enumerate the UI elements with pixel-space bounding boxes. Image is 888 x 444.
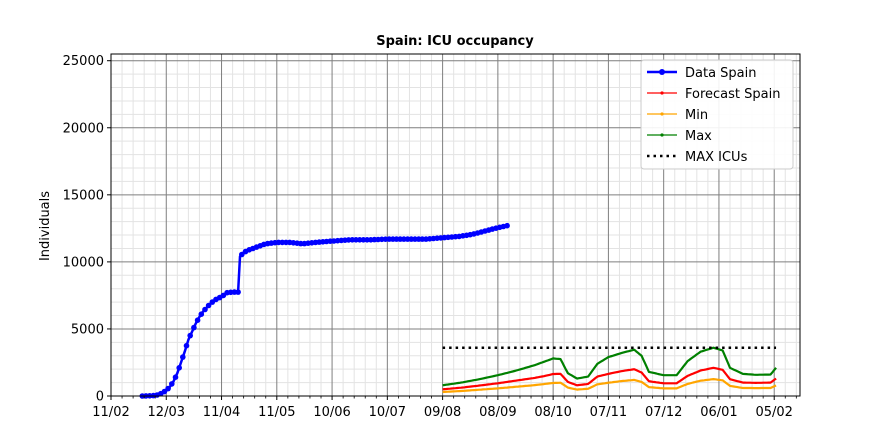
legend-label: Max <box>685 129 712 144</box>
x-tick-label: 12/03 <box>148 405 185 420</box>
series-layer <box>139 222 777 399</box>
data-point <box>187 332 193 339</box>
x-tick-label: 09/08 <box>424 405 461 420</box>
y-tick-label: 20000 <box>63 121 104 136</box>
data-point <box>165 385 171 392</box>
legend-marker <box>659 69 665 75</box>
legend-label: Min <box>685 108 708 123</box>
legend-item: Data Spain <box>647 66 757 81</box>
x-tick-label: 07/11 <box>590 405 627 420</box>
x-tick-label: 06/01 <box>700 405 737 420</box>
x-tick-label: 11/02 <box>92 405 129 420</box>
legend-item: Forecast Spain <box>647 87 780 102</box>
y-axis-ticks: 0 5000 10000 15000 20000 25000 <box>63 54 111 405</box>
x-tick-label: 07/12 <box>645 405 682 420</box>
legend-marker <box>660 91 664 95</box>
legend-label: Data Spain <box>685 66 757 81</box>
data-point <box>180 354 186 360</box>
y-tick-label: 5000 <box>71 322 104 337</box>
legend-item: Max <box>647 129 712 144</box>
series-min <box>442 378 777 394</box>
legend-marker <box>660 133 664 137</box>
series-line <box>442 346 777 387</box>
data-point <box>205 302 212 309</box>
series-line <box>442 366 777 391</box>
series-data-spain <box>139 222 510 399</box>
series-line <box>442 378 777 394</box>
y-tick-label: 10000 <box>63 255 104 270</box>
x-tick-label: 08/09 <box>479 405 516 420</box>
y-tick-label: 0 <box>96 390 104 405</box>
x-tick-label: 10/06 <box>313 405 350 420</box>
x-axis-ticks: 11/02 12/03 11/04 11/05 10/06 10/07 09/08 08/09… <box>92 396 797 420</box>
data-line <box>142 224 508 398</box>
legend-box <box>640 59 794 170</box>
legend-item: MAX ICUs <box>647 150 748 165</box>
data-point <box>202 306 208 313</box>
x-tick-label: 11/05 <box>258 405 295 420</box>
y-tick-label: 15000 <box>63 188 104 203</box>
data-point <box>194 317 201 324</box>
x-tick-label: 08/10 <box>534 405 571 420</box>
plot-frame <box>110 53 801 397</box>
data-point <box>191 324 197 331</box>
x-tick-label: 10/07 <box>369 405 406 420</box>
y-axis-label: Individuals <box>38 191 53 261</box>
legend-label: MAX ICUs <box>685 150 748 165</box>
data-point <box>176 365 182 371</box>
data-point <box>183 342 190 349</box>
chart-title: Spain: ICU occupancy <box>376 34 534 49</box>
data-point <box>161 388 168 395</box>
data-point <box>504 222 510 229</box>
data-point <box>172 374 179 381</box>
data-point <box>198 311 205 318</box>
y-tick-label: 25000 <box>63 54 104 69</box>
x-tick-label: 05/02 <box>755 405 792 420</box>
series-max <box>442 346 777 387</box>
x-tick-label: 11/04 <box>203 405 240 420</box>
legend-label: Forecast Spain <box>685 87 780 102</box>
legend-item: Min <box>647 108 708 123</box>
series-forecast-spain <box>442 366 777 391</box>
legend-marker <box>660 112 664 116</box>
legend: Data Spain Forecast Spain Min Max MAX ICUs <box>640 59 794 170</box>
data-point <box>235 289 241 295</box>
data-point <box>169 381 175 387</box>
